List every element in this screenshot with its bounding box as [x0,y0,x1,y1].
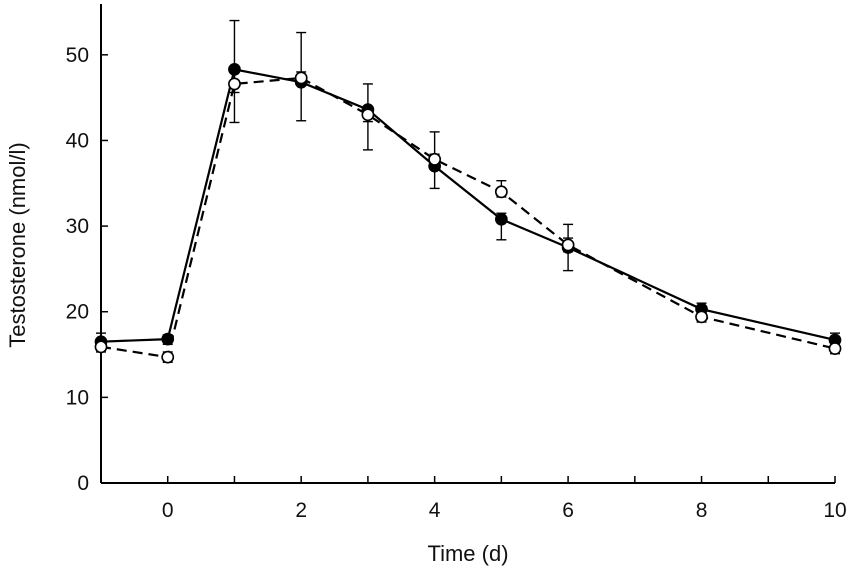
series-line [100,76,836,359]
x-axis-ticks: 0 2 4 6 8 10 [100,476,847,522]
y-tick-label: 30 [66,215,89,238]
data-point [361,108,375,122]
series-markers [94,71,842,364]
data-point [94,340,108,354]
x-tick-label: 8 [696,499,708,522]
series-markers [94,63,842,349]
data-point [294,71,308,85]
y-tick-label: 10 [66,386,89,409]
series-layer [94,19,842,364]
data-point [828,342,842,355]
data-point [228,63,241,76]
data-point [161,332,175,346]
data-point [494,185,508,199]
data-point [428,152,442,166]
y-axis-ticks: 0 10 20 30 40 50 [66,44,108,495]
y-tick-label: 40 [66,129,89,152]
data-point [495,212,508,226]
data-point [228,77,241,91]
x-tick-label: 2 [295,499,307,522]
x-tick-label: 6 [562,499,574,522]
y-tick-label: 20 [66,301,89,324]
data-point [695,310,708,324]
series-open-circles [96,71,840,363]
x-axis-title: Time (d) [427,541,508,566]
y-tick-label: 0 [77,472,89,495]
series-line [100,68,836,343]
plot-area: 0 2 4 6 8 10 0 10 20 30 40 50 [66,4,847,522]
y-axis-title: Testosterone (nmol/l) [5,142,30,347]
series-filled-circles [96,19,840,348]
x-tick-label: 0 [162,499,174,522]
data-point [161,350,175,364]
x-tick-label: 4 [429,499,441,522]
x-tick-label: 10 [823,499,846,522]
data-point [561,238,575,252]
y-tick-label: 50 [66,44,89,67]
